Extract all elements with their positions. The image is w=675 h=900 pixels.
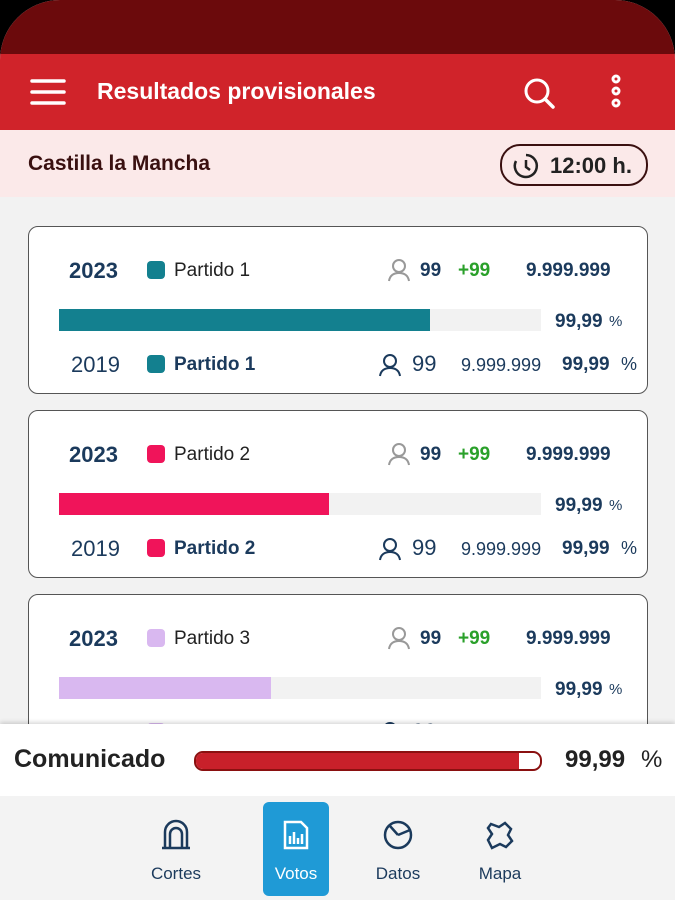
prev-votes: 9.999.999 [461,355,542,375]
seats-icon [387,626,411,650]
search-icon[interactable] [522,76,556,110]
nav-item[interactable]: Cortes [143,802,209,896]
nav-item[interactable]: Datos [365,802,431,896]
nav-icon [483,818,517,852]
prev-percent: 99,99 [562,354,610,375]
percent: 99,99 [555,311,603,332]
prev-percent-unit: % [621,538,638,558]
nav-label: Votos [274,864,318,883]
seats: 99 [420,628,442,649]
time-label: 12:00 h. [550,153,632,178]
nav-icon [381,818,415,852]
party-name: Partido 2 [174,444,251,465]
party-name: Partido 3 [174,628,251,649]
nav-label: Mapa [478,864,522,883]
reported-track [194,751,542,771]
more-icon[interactable] [606,74,626,110]
app-bar: Resultados provisionales [0,54,675,130]
bar-track [59,309,541,331]
percent: 99,99 [555,495,603,516]
prev-seats: 99 [412,535,437,560]
bar-track [59,493,541,515]
bar-track [59,677,541,699]
year: 2023 [69,626,118,651]
status-bar [0,0,675,54]
party-swatch [147,539,165,557]
nav-label: Datos [375,864,421,883]
bottom-nav: Cortes Votos Datos Mapa [0,796,675,900]
bar-fill [59,677,272,699]
seat-change: +99 [458,628,491,649]
menu-icon[interactable] [30,78,66,106]
party-swatch [147,629,165,647]
nav-icon [159,818,193,852]
app-title: Resultados provisionales [97,78,376,104]
percent: 99,99 [555,679,603,700]
seats: 99 [420,444,442,465]
votes: 9.999.999 [526,628,611,649]
result-card[interactable]: 2023 Partido 2 99 +99 9.999.999 99,99% 2019 Par… [28,410,648,578]
percent-unit: % [609,681,623,698]
nav-item[interactable]: Votos [263,802,329,896]
party-swatch [147,445,165,463]
prev-party-name: Partido 2 [174,538,256,559]
year: 2023 [69,258,118,283]
votes: 9.999.999 [526,444,611,465]
reported-fill [196,753,520,769]
seats-icon [378,537,402,561]
region-bar: Castilla la Mancha 12:00 h. [0,130,675,197]
seats-icon [387,258,411,282]
party-name: Partido 1 [174,260,251,281]
percent-unit: % [609,313,623,330]
nav-label: Cortes [150,864,202,883]
nav-item[interactable]: Mapa [467,802,533,896]
seat-change: +99 [458,260,491,281]
seats-icon [378,353,402,377]
clock-icon [513,153,539,179]
seats: 99 [420,260,442,281]
bar-fill [59,493,329,515]
nav-icon [279,818,313,852]
percent-unit: % [609,497,623,514]
time-chip[interactable]: 12:00 h. [500,144,648,186]
region-name: Castilla la Mancha [28,152,211,175]
prev-percent-unit: % [621,354,638,374]
prev-percent: 99,99 [562,538,610,559]
reported-unit: % [641,746,663,773]
year: 2023 [69,442,118,467]
party-swatch [147,261,165,279]
party-swatch [147,355,165,373]
seat-change: +99 [458,444,491,465]
reported-label: Comunicado [14,745,166,773]
prev-year: 2019 [71,352,120,377]
seats-icon [387,442,411,466]
result-card[interactable]: 2023 Partido 1 99 +99 9.999.999 99,99% 2019 Par… [28,226,648,394]
bar-fill [59,309,431,331]
votes: 9.999.999 [526,260,611,281]
prev-party-name: Partido 1 [174,354,256,375]
prev-seats: 99 [412,351,437,376]
prev-year: 2019 [71,536,120,561]
prev-votes: 9.999.999 [461,539,542,559]
reported-percent: 99,99 [565,746,626,773]
reported-panel: Comunicado 99,99 % [0,724,675,796]
